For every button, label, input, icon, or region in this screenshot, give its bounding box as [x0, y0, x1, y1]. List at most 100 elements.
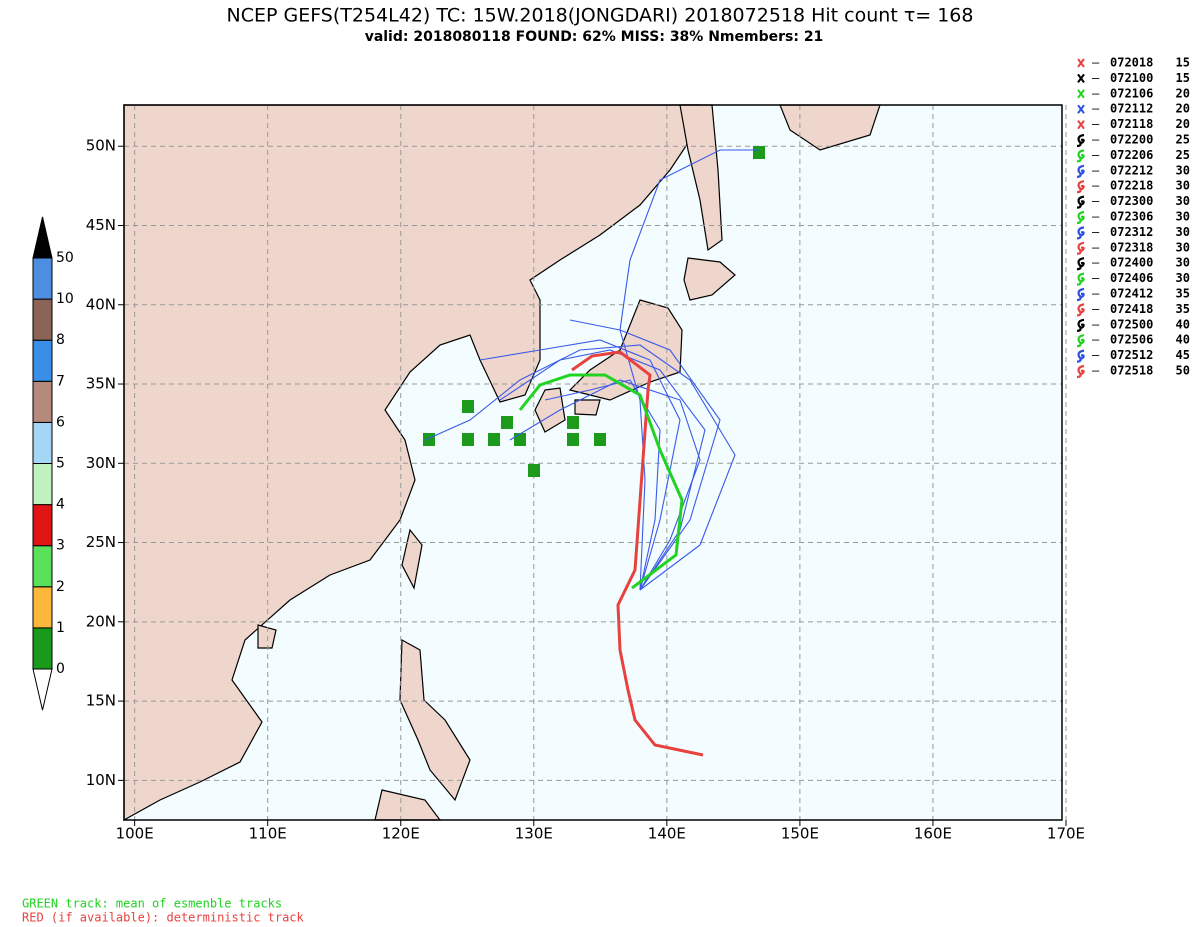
- x-tick-label: 140E: [648, 825, 686, 843]
- legend-time: 072506: [1110, 333, 1153, 347]
- legend-dash: –: [1092, 348, 1100, 362]
- legend-vmax: 50: [1176, 364, 1190, 378]
- legend-dash: –: [1092, 333, 1100, 347]
- legend-vmax: 30: [1176, 225, 1190, 239]
- legend-dash: –: [1092, 133, 1100, 147]
- colorbar-segment: [32, 586, 53, 629]
- legend-dash: –: [1092, 179, 1100, 193]
- legend-marker-storm: [1076, 149, 1085, 163]
- legend-vmax: 45: [1176, 348, 1190, 362]
- colorbar-segment: [32, 463, 53, 506]
- legend-marker-x: [1077, 104, 1085, 114]
- legend-marker-storm: [1076, 257, 1085, 271]
- title: NCEP GEFS(T254L42) TC: 15W.2018(JONGDARI…: [227, 5, 974, 27]
- legend-vmax: 15: [1176, 71, 1190, 85]
- legend-time: 072300: [1110, 194, 1153, 208]
- legend-time: 072106: [1110, 86, 1153, 100]
- legend-marker-storm: [1076, 303, 1085, 317]
- legend-time: 072218: [1110, 179, 1153, 193]
- mean-track: [518, 373, 684, 590]
- colorbar-segment: [32, 339, 53, 382]
- legend-dash: –: [1092, 302, 1100, 316]
- legend-vmax: 25: [1176, 133, 1190, 147]
- legend-marker-x: [1077, 120, 1085, 130]
- legend-marker-storm: [1076, 318, 1085, 332]
- footer-green: GREEN track: mean of esmenble tracks: [22, 897, 282, 911]
- colorbar-label: 0: [56, 661, 65, 677]
- legend-dash: –: [1092, 240, 1100, 254]
- colorbar-segment: [32, 504, 53, 547]
- legend-dash: –: [1092, 71, 1100, 85]
- legend-time: 072200: [1110, 133, 1153, 147]
- legend-time: 072418: [1110, 302, 1153, 316]
- legend-marker-storm: [1076, 133, 1085, 148]
- legend-dash: –: [1092, 287, 1100, 301]
- legend-vmax: 30: [1176, 256, 1190, 270]
- legend-time: 072118: [1110, 117, 1153, 131]
- colorbar-segment: [32, 627, 53, 670]
- legend-marker-storm: [1076, 210, 1085, 225]
- legend-marker-storm: [1076, 272, 1085, 286]
- legend-dash: –: [1092, 364, 1100, 378]
- colorbar-under: [32, 668, 53, 711]
- x-tick-label: 110E: [249, 825, 287, 843]
- legend-marker-storm: [1076, 180, 1085, 194]
- y-tick-label: 40N: [86, 295, 116, 313]
- legend-marker-x: [1077, 73, 1085, 83]
- colorbar-label: 50: [56, 250, 74, 266]
- legend: –072018 15– 072100 15– 072106 20– 072112 20– 072…: [1076, 56, 1190, 379]
- x-tick-label: 120E: [382, 825, 420, 843]
- legend-dash: –: [1092, 210, 1100, 224]
- legend-time: 072412: [1110, 287, 1153, 301]
- legend-time: 072400: [1110, 256, 1153, 270]
- legend-dash: –: [1092, 148, 1100, 162]
- legend-vmax: 20: [1176, 86, 1190, 100]
- legend-marker-storm: [1076, 364, 1085, 379]
- colorbar-segment: [32, 545, 53, 588]
- x-tick-label: 130E: [515, 825, 553, 843]
- legend-time: 072306: [1110, 210, 1153, 224]
- y-tick-label: 45N: [86, 216, 116, 234]
- colorbar-label: 1: [56, 620, 65, 636]
- footer-red: RED (if available): deterministic track: [22, 911, 305, 925]
- map-frame: [123, 104, 1063, 821]
- map: [123, 104, 1067, 822]
- legend-vmax: 30: [1176, 240, 1190, 254]
- hit-count-cells: [423, 146, 765, 477]
- legend-dash: –: [1092, 117, 1100, 131]
- colorbar-segment: [32, 298, 53, 341]
- legend-dash: –: [1092, 194, 1100, 208]
- legend-vmax: 15: [1176, 56, 1190, 70]
- colorbar-label: 2: [56, 579, 65, 595]
- legend-vmax: 20: [1176, 102, 1190, 116]
- legend-vmax: 35: [1176, 287, 1190, 301]
- legend-dash: –: [1092, 317, 1100, 331]
- legend-vmax: 30: [1176, 271, 1190, 285]
- legend-vmax: 40: [1176, 333, 1190, 347]
- colorbar-label: 4: [56, 497, 65, 513]
- legend-time: 072318: [1110, 240, 1153, 254]
- legend-time: 072112: [1110, 102, 1153, 116]
- legend-dash: –: [1092, 86, 1100, 100]
- colorbar-label: 10: [56, 291, 74, 307]
- colorbar: 0 1 2 3 4 5 6 7 8 10 50: [32, 216, 74, 711]
- legend-time: 072500: [1110, 317, 1153, 331]
- legend-vmax: 25: [1176, 148, 1190, 162]
- legend-time: 072406: [1110, 271, 1153, 285]
- legend-dash: –: [1092, 225, 1100, 239]
- y-tick-label: 30N: [86, 454, 116, 472]
- legend-marker-storm: [1076, 164, 1085, 178]
- colorbar-label: 8: [56, 332, 65, 348]
- colorbar-label: 6: [56, 414, 65, 430]
- legend-dash: –: [1092, 56, 1100, 70]
- x-tick-label: 170E: [1047, 825, 1085, 843]
- colorbar-over: [32, 216, 53, 259]
- legend-time: 072206: [1110, 148, 1153, 162]
- legend-marker-storm: [1076, 241, 1085, 255]
- y-tick-label: 20N: [86, 612, 116, 630]
- y-tick-label: 15N: [86, 692, 116, 710]
- colorbar-segment: [32, 421, 53, 464]
- legend-dash: –: [1092, 163, 1100, 177]
- legend-time: 072512: [1110, 348, 1153, 362]
